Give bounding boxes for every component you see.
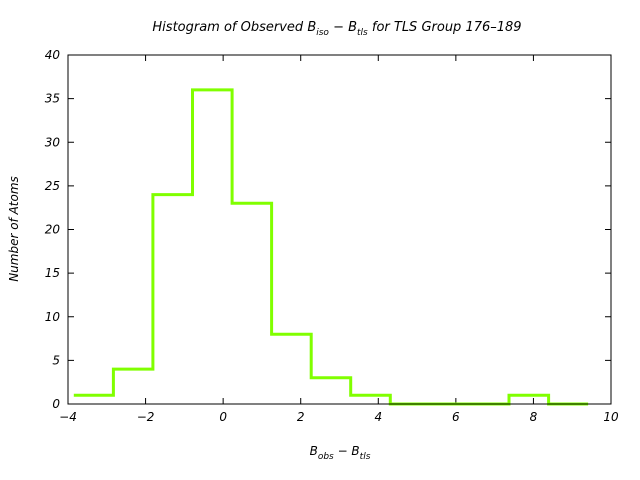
y-tick-label: 40 xyxy=(45,48,61,62)
y-tick-label: 5 xyxy=(52,353,60,367)
x-tick-label: −4 xyxy=(59,410,77,424)
x-tick-label: 4 xyxy=(374,410,382,424)
y-tick-label: 10 xyxy=(45,310,61,324)
chart-title: Histogram of Observed Biso − Btls for TL… xyxy=(152,20,521,38)
y-axis-label: Number of Atoms xyxy=(7,176,21,282)
plot-frame xyxy=(67,54,612,405)
y-tick-label: 30 xyxy=(45,135,61,149)
x-tick-label: 2 xyxy=(297,410,305,424)
x-axis-label: Bobs − Btls xyxy=(310,444,371,462)
x-tick-label: 6 xyxy=(452,410,460,424)
y-tick-label: 25 xyxy=(45,179,60,193)
histogram-series xyxy=(73,88,589,406)
x-tick-label: −2 xyxy=(137,410,155,424)
y-tick-label: 35 xyxy=(45,92,60,106)
x-tick-label: 10 xyxy=(603,410,619,424)
y-tick-label: 0 xyxy=(52,397,60,411)
y-tick-label: 15 xyxy=(45,266,60,280)
x-tick-label: 8 xyxy=(530,410,538,424)
x-tick-label: 0 xyxy=(219,410,227,424)
y-tick-label: 20 xyxy=(45,223,61,237)
